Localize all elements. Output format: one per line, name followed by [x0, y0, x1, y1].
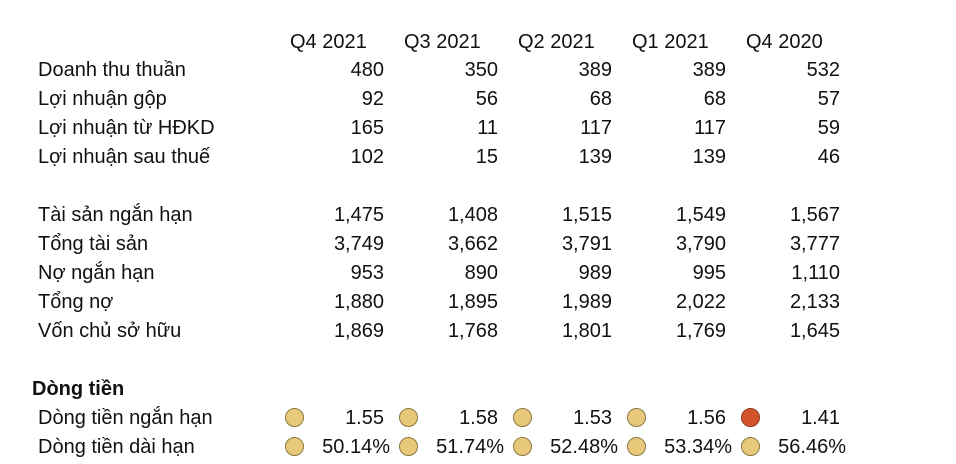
cell-value: 3,662: [447, 233, 498, 255]
cell-value: 51.74%: [436, 436, 504, 458]
column-header: Q4 2021: [290, 31, 367, 53]
cell-value: 1,869: [333, 320, 384, 342]
cell-value: 57: [817, 88, 840, 110]
cell-value: 1,769: [675, 320, 726, 342]
row-label: Nợ ngắn hạn: [38, 262, 155, 284]
cell-value: 1,880: [333, 291, 384, 313]
section-heading-row: Dòng tiền: [0, 375, 956, 404]
cell-value: 1.53: [573, 407, 612, 429]
row-label: Lợi nhuận sau thuế: [38, 146, 211, 168]
cell-value: 68: [703, 88, 726, 110]
cell-value: 46: [817, 146, 840, 168]
status-indicator-icon: [741, 437, 760, 456]
table-row: Lợi nhuận gộp 92 56 68 68 57: [0, 85, 956, 114]
table-row: Tổng tài sản 3,749 3,662 3,791 3,790 3,7…: [0, 230, 956, 259]
cell-value: 15: [475, 146, 498, 168]
status-indicator-icon: [399, 437, 418, 456]
table-row: Vốn chủ sở hữu 1,869 1,768 1,801 1,769 1…: [0, 317, 956, 346]
row-label: Dòng tiền dài hạn: [38, 436, 195, 458]
cell-value: 56.46%: [778, 436, 846, 458]
row-label: Tổng tài sản: [38, 233, 149, 255]
cell-value: 92: [361, 88, 384, 110]
cell-value: 102: [350, 146, 384, 168]
cell-value: 389: [692, 59, 726, 81]
cell-value: 1,549: [675, 204, 726, 226]
table-row: Dòng tiền dài hạn 50.14% 51.74% 52.48% 5…: [0, 433, 956, 462]
cell-value: 953: [350, 262, 384, 284]
column-header: Q3 2021: [404, 31, 481, 53]
cell-value: 52.48%: [550, 436, 618, 458]
cell-value: 1,989: [561, 291, 612, 313]
cell-value: 59: [817, 117, 840, 139]
status-indicator-icon: [513, 408, 532, 427]
cell-value: 1.58: [459, 407, 498, 429]
cell-value: 139: [692, 146, 726, 168]
table-row: Tổng nợ 1,880 1,895 1,989 2,022 2,133: [0, 288, 956, 317]
status-indicator-icon: [285, 408, 304, 427]
cell-value: 989: [578, 262, 612, 284]
header-row: Q4 2021 Q3 2021 Q2 2021 Q1 2021 Q4 2020: [0, 28, 956, 57]
table-row: Lợi nhuận từ HĐKD 165 11 117 117 59: [0, 114, 956, 143]
status-indicator-icon: [399, 408, 418, 427]
table-row: Doanh thu thuần 480 350 389 389 532: [0, 56, 956, 85]
row-label: Lợi nhuận gộp: [38, 88, 167, 110]
cell-value: 165: [350, 117, 384, 139]
column-header: Q4 2020: [746, 31, 823, 53]
cell-value: 11: [477, 117, 498, 139]
cell-value: 2,133: [789, 291, 840, 313]
cell-value: 117: [694, 117, 726, 139]
cell-value: 532: [806, 59, 840, 81]
cell-value: 68: [589, 88, 612, 110]
cell-value: 890: [464, 262, 498, 284]
row-label: Vốn chủ sở hữu: [38, 320, 182, 342]
table-row: Tài sản ngắn hạn 1,475 1,408 1,515 1,549…: [0, 201, 956, 230]
status-indicator-icon: [285, 437, 304, 456]
cell-value: 480: [350, 59, 384, 81]
cell-value: 1,515: [561, 204, 612, 226]
cell-value: 350: [464, 59, 498, 81]
cell-value: 3,791: [561, 233, 612, 255]
cell-value: 1.41: [801, 407, 840, 429]
cell-value: 117: [580, 117, 612, 139]
column-header: Q2 2021: [518, 31, 595, 53]
cell-value: 1,110: [791, 262, 840, 284]
cell-value: 995: [692, 262, 726, 284]
cell-value: 1,768: [447, 320, 498, 342]
cell-value: 50.14%: [322, 436, 390, 458]
cell-value: 1.55: [345, 407, 384, 429]
row-label: Lợi nhuận từ HĐKD: [38, 117, 215, 139]
cell-value: 389: [578, 59, 612, 81]
column-header: Q1 2021: [632, 31, 709, 53]
cell-value: 1,408: [447, 204, 498, 226]
status-indicator-icon: [513, 437, 532, 456]
cell-value: 1,475: [333, 204, 384, 226]
cell-value: 3,749: [333, 233, 384, 255]
table-row: Lợi nhuận sau thuế 102 15 139 139 46: [0, 143, 956, 172]
status-indicator-icon: [627, 408, 646, 427]
cell-value: 1,801: [561, 320, 612, 342]
row-label: Doanh thu thuần: [38, 59, 186, 81]
cell-value: 3,790: [675, 233, 726, 255]
cell-value: 56: [475, 88, 498, 110]
cell-value: 2,022: [675, 291, 726, 313]
cell-value: 1,645: [789, 320, 840, 342]
row-label: Dòng tiền ngắn hạn: [38, 407, 213, 429]
cell-value: 1,895: [447, 291, 498, 313]
row-label: Tổng nợ: [38, 291, 114, 313]
status-indicator-icon: [627, 437, 646, 456]
cell-value: 3,777: [789, 233, 840, 255]
table-row: Dòng tiền ngắn hạn 1.55 1.58 1.53 1.56 1…: [0, 404, 956, 433]
section-title: Dòng tiền: [32, 378, 125, 400]
cell-value: 139: [578, 146, 612, 168]
cell-value: 53.34%: [664, 436, 732, 458]
cell-value: 1,567: [789, 204, 840, 226]
cell-value: 1.56: [687, 407, 726, 429]
status-indicator-icon: [741, 408, 760, 427]
row-label: Tài sản ngắn hạn: [38, 204, 193, 226]
table-row: Nợ ngắn hạn 953 890 989 995 1,110: [0, 259, 956, 288]
